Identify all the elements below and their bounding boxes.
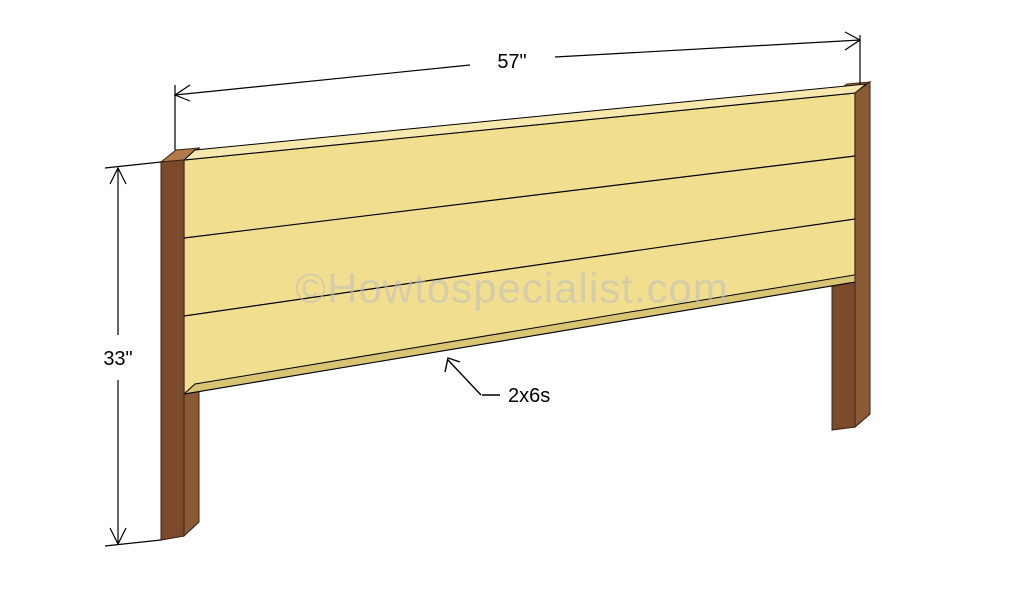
callout-label: 2x6s bbox=[508, 385, 550, 407]
diagram: 57" 33" 2x6s bbox=[0, 0, 1024, 595]
planks-front bbox=[184, 93, 855, 394]
left-post-front-overlay bbox=[161, 160, 184, 540]
dimension-left-label: 33" bbox=[103, 348, 132, 370]
callout-arrow bbox=[445, 358, 500, 395]
dimension-top-label: 57" bbox=[497, 51, 526, 73]
right-post-side-overlay bbox=[855, 82, 870, 427]
